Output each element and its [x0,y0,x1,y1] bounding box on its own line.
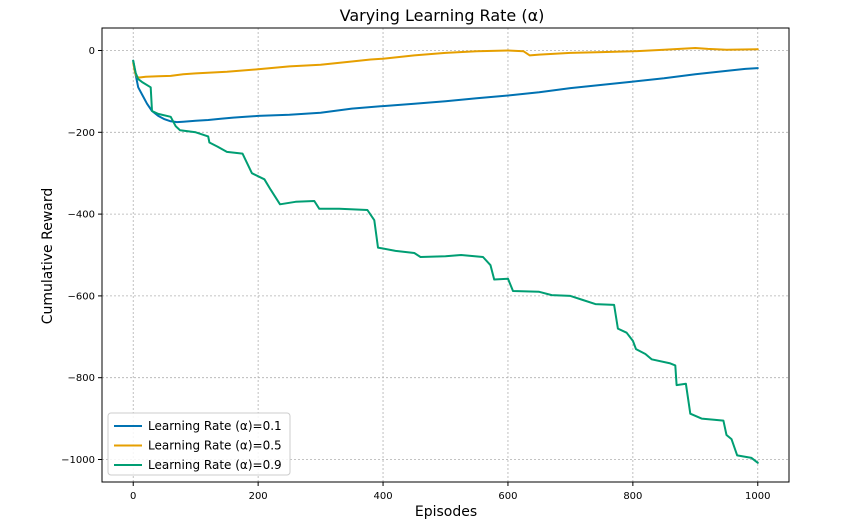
y-tick-label: −600 [68,291,95,302]
y-tick-label: −200 [68,128,95,139]
x-axis-title: Episodes [415,504,477,520]
y-tick-label: 0 [89,46,95,57]
chart-title: Varying Learning Rate (α) [340,6,545,25]
legend-box [107,412,291,476]
x-tick-label: 400 [373,491,392,502]
y-tick-label: −1000 [61,455,95,466]
grid [102,28,789,482]
y-axis-title: Cumulative Reward [40,188,56,325]
y-axis: 0 −200 −400 −600 −800 −1000 [61,46,102,466]
x-tick-label: 1000 [745,491,770,502]
x-tick-label: 200 [249,491,268,502]
y-tick-label: −800 [68,373,95,384]
y-tick-label: −400 [68,210,95,221]
series-line-3 [132,59,759,464]
series-layer [132,47,759,464]
legend-label: Learning Rate (α)=0.5 [148,439,282,453]
x-axis: 0 200 400 600 800 1000 [130,482,770,502]
legend: Learning Rate (α)=0.1 Learning Rate (α)=0… [107,412,291,476]
series-line-2 [132,47,759,79]
x-tick-label: 800 [623,491,642,502]
legend-label: Learning Rate (α)=0.9 [148,458,282,472]
legend-label: Learning Rate (α)=0.1 [148,419,282,433]
x-tick-label: 600 [498,491,517,502]
x-tick-label: 0 [130,491,136,502]
plot-frame [101,27,790,483]
